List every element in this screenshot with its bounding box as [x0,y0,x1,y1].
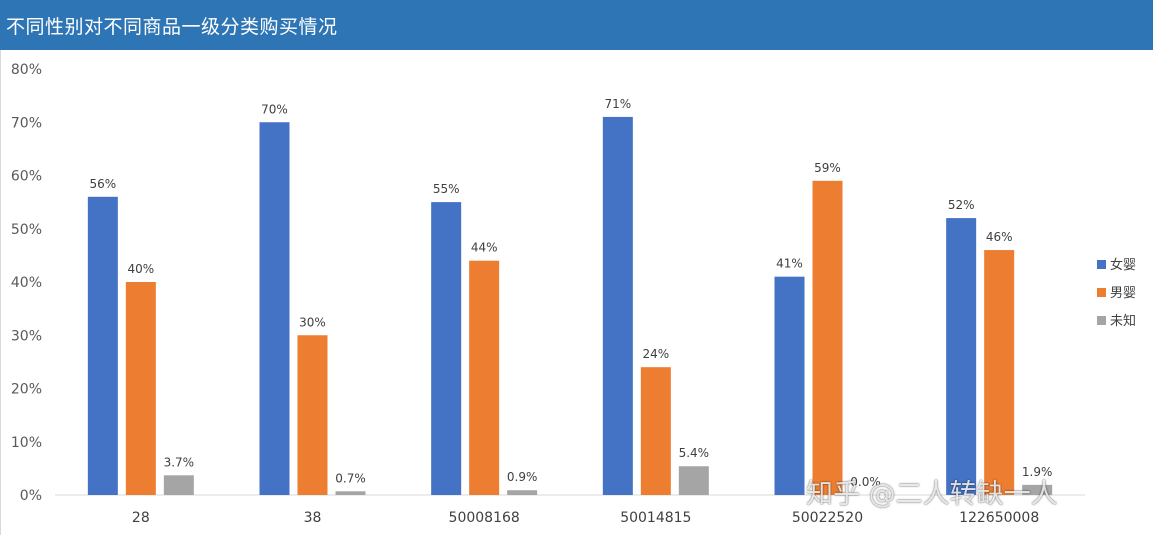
data-label: 55% [433,182,460,196]
data-label: 0.0% [850,475,881,489]
bar-2-6 [984,250,1015,495]
legend-swatch [1097,316,1106,325]
y-tick-label: 50% [11,222,42,238]
legend-swatch [1097,260,1106,269]
bar-1-3 [431,202,462,495]
data-label: 46% [986,230,1013,244]
y-axis-ticks: 0% 10% 20% 30% 40% 50% 60% 70% 80% [11,62,42,504]
bar-2-4 [640,367,671,495]
bar-1-1 [87,196,118,496]
bar-3-1 [163,475,194,495]
data-label: 71% [604,97,631,111]
x-tick-label: 28 [132,510,150,526]
data-label: 56% [89,177,116,191]
legend-label: 男婴 [1110,286,1136,301]
bar-3-3 [507,490,538,495]
data-label: 0.9% [507,470,538,484]
data-label: 59% [814,161,841,175]
data-label: 70% [261,102,288,116]
y-tick-label: 30% [11,328,42,344]
x-axis-labels: 28 38 50008168 50014815 50022520 122650008 [132,510,1039,526]
y-tick-label: 70% [11,115,42,131]
x-tick-label: 38 [304,510,322,526]
data-label: 0.7% [335,471,366,485]
bar-1-2 [259,122,290,495]
left-border [0,50,1,535]
data-label: 40% [127,262,154,276]
data-label: 41% [776,257,803,271]
bar-3-4 [678,466,709,495]
bar-2-3 [469,260,500,495]
data-label: 24% [642,347,669,361]
data-label: 44% [471,241,498,255]
bar-1-4 [602,116,633,496]
chart-title-bar: 不同性别对不同商品一级分类购买情况 [0,0,1153,50]
data-label: 30% [299,315,326,329]
x-tick-label: 50022520 [792,510,863,526]
y-tick-label: 80% [11,62,42,78]
data-label: 3.7% [164,455,195,469]
bar-2-5 [812,180,843,495]
y-tick-label: 40% [11,275,42,291]
bar-3-2 [335,491,366,495]
y-tick-label: 0% [20,488,42,504]
bar-1-5 [774,276,805,495]
data-label: 5.4% [679,446,710,460]
y-tick-label: 20% [11,382,42,398]
bar-1-6 [946,218,977,495]
bar-2-1 [125,282,156,495]
bar-series: 56% 40% 3.7% 70% 30% 0.7% 55% 44% 0.9% 71% 24% 5.4%… [87,97,1053,496]
watermark-text: 知乎 @二人转缺一人 [806,479,1058,510]
bar-2-2 [297,335,328,495]
x-tick-label: 50008168 [449,510,520,526]
bar-3-6 [1022,484,1053,495]
x-tick-label: 122650008 [959,510,1039,526]
y-tick-label: 60% [11,169,42,185]
data-label: 1.9% [1022,465,1053,479]
legend-swatch [1097,288,1106,297]
x-tick-label: 50014815 [620,510,691,526]
legend-label: 未知 [1110,313,1136,329]
bar-chart: 0% 10% 20% 30% 40% 50% 60% 70% 80% 56% 40% 3.7% 70%… [11,62,1136,526]
legend-label: 女婴 [1110,257,1136,273]
y-tick-label: 10% [11,435,42,451]
chart-title: 不同性别对不同商品一级分类购买情况 [6,15,338,38]
data-label: 52% [948,198,975,212]
